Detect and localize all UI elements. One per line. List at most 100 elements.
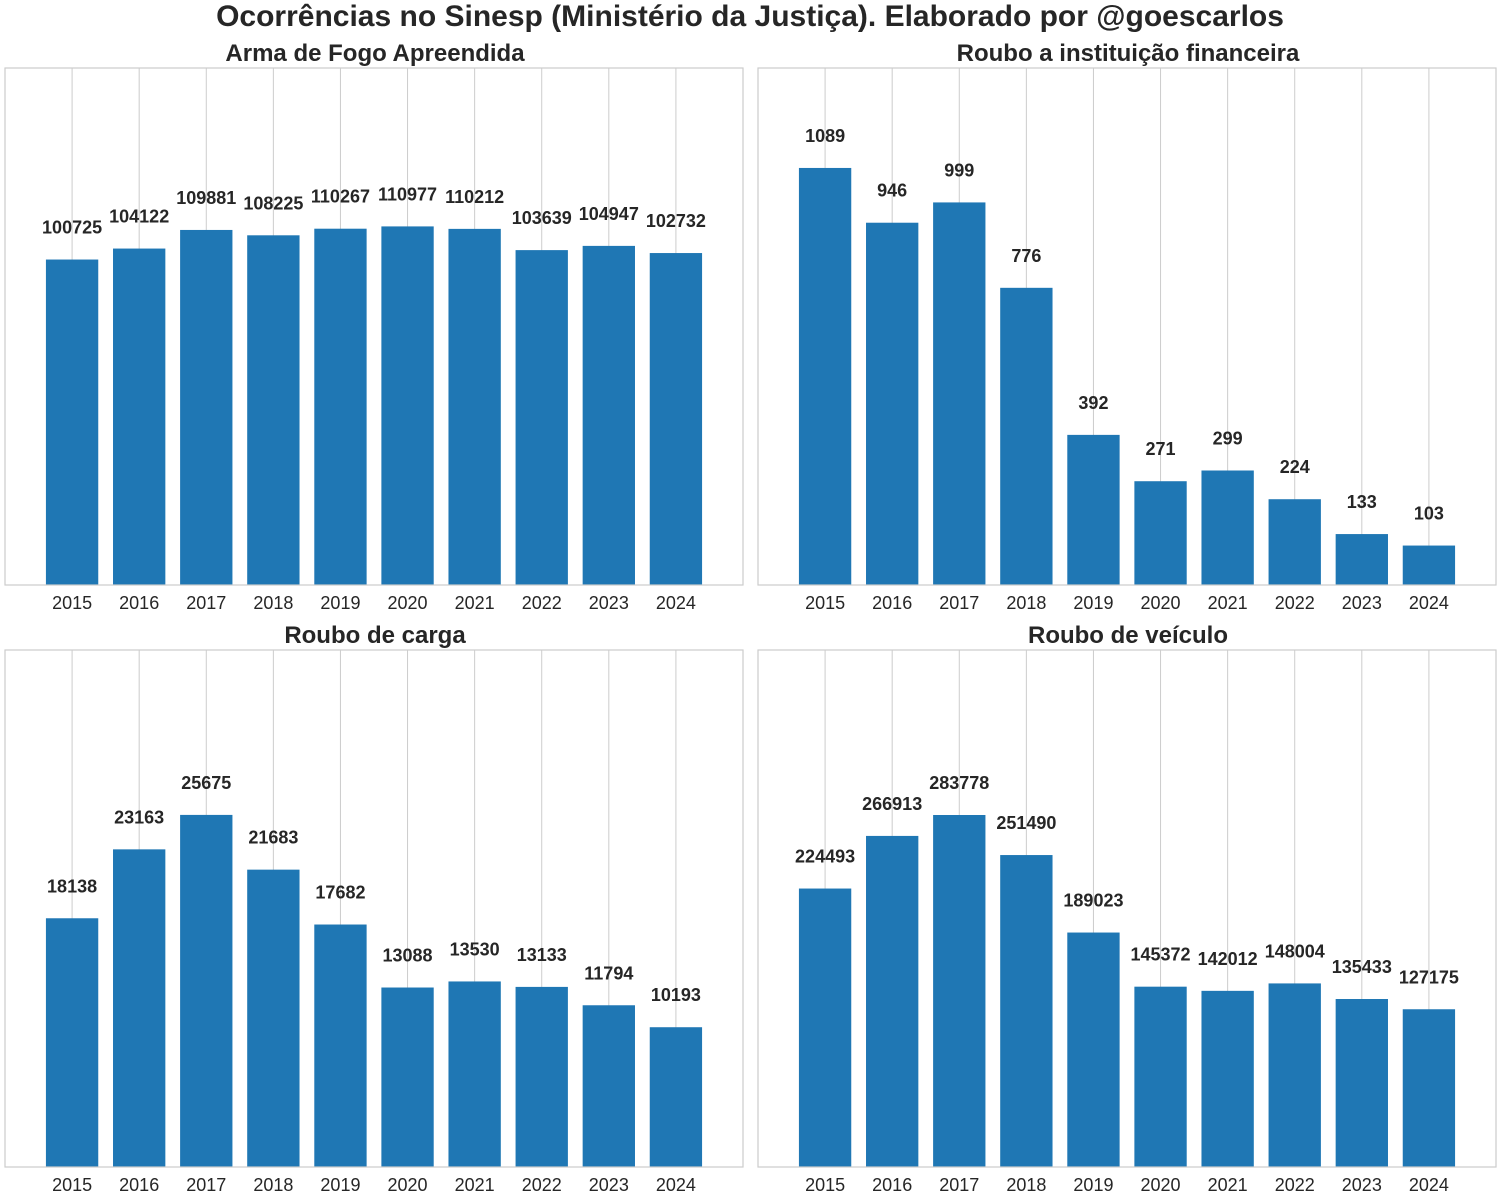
bar-2019 (314, 228, 367, 585)
x-tick-label: 2016 (872, 1175, 912, 1195)
x-tick-label: 2015 (52, 1175, 92, 1195)
data-label: 135433 (1332, 957, 1392, 977)
axes-frame (4, 649, 744, 1168)
x-tick-label: 2019 (320, 593, 360, 613)
bar-2016 (866, 835, 919, 1167)
x-tick-label: 2016 (119, 1175, 159, 1195)
bar-2015 (798, 167, 852, 585)
bar-2022 (1268, 499, 1321, 585)
bars (798, 815, 1456, 1167)
bar-2018 (1000, 287, 1053, 585)
bar-2023 (1335, 999, 1388, 1167)
data-label: 103 (1414, 504, 1444, 524)
data-label: 110212 (445, 187, 504, 207)
x-tick-labels: 2015 2016 2017 2018 2019 2020 2021 2022 2023 2024 (805, 1175, 1449, 1195)
x-tick-label: 2017 (186, 1175, 226, 1195)
data-label: 999 (944, 160, 974, 180)
x-tick-label: 2022 (522, 593, 562, 613)
x-tick-label: 2023 (1342, 593, 1382, 613)
data-label: 127175 (1399, 967, 1459, 987)
axes-frame (4, 67, 744, 586)
data-label: 13088 (383, 946, 433, 966)
chart-title: Roubo de carga (284, 622, 466, 649)
data-label: 283778 (929, 773, 989, 793)
x-tick-label: 2016 (872, 593, 912, 613)
bars (45, 814, 703, 1167)
data-label: 10193 (651, 985, 701, 1005)
figure-title: Ocorrências no Sinesp (Ministério da Jus… (216, 0, 1284, 33)
x-tick-label: 2017 (186, 593, 226, 613)
bar-2024 (649, 1027, 703, 1167)
x-tick-label: 2018 (1006, 593, 1046, 613)
bars (798, 167, 1456, 586)
x-tick-label: 2018 (253, 593, 293, 613)
bar-2018 (1000, 855, 1053, 1167)
x-tick-label: 2019 (1073, 1175, 1113, 1195)
chart-title: Roubo a instituição financeira (956, 40, 1300, 67)
bar-2020 (1134, 481, 1187, 585)
data-label: 110977 (378, 184, 437, 204)
bar-2023 (582, 245, 635, 585)
x-tick-label: 2016 (119, 593, 159, 613)
data-label: 18138 (47, 876, 97, 896)
x-tick-label: 2020 (388, 1175, 428, 1195)
chart-panel-arma-de-fogo: Arma de Fogo Apreendida 100725 104122 1098… (0, 40, 750, 613)
data-label: 25675 (181, 773, 231, 793)
data-label: 776 (1011, 246, 1041, 266)
bar-2015 (45, 259, 99, 585)
data-label: 271 (1146, 439, 1176, 459)
x-tick-label: 2020 (388, 593, 428, 613)
x-tick-label: 2023 (1342, 1175, 1382, 1195)
bar-2016 (113, 248, 166, 585)
x-tick-label: 2022 (1275, 1175, 1315, 1195)
bar-2016 (866, 222, 919, 585)
bar-chart-svg: 224493 266913 283778 251490 189023 145372 1420… (757, 649, 1497, 1195)
data-label: 100725 (42, 218, 102, 238)
data-label: 392 (1078, 393, 1108, 413)
data-label: 148004 (1265, 941, 1325, 961)
data-label: 1089 (805, 126, 845, 146)
data-label: 11794 (584, 963, 633, 983)
bar-2022 (1268, 983, 1321, 1167)
x-tick-label: 2015 (805, 1175, 845, 1195)
x-tick-label: 2023 (589, 593, 629, 613)
x-tick-label: 2022 (1275, 593, 1315, 613)
x-tick-label: 2021 (455, 593, 495, 613)
x-tick-label: 2024 (656, 1175, 696, 1195)
bar-2021 (448, 228, 501, 585)
bar-2024 (649, 253, 703, 585)
chart-title: Roubo de veículo (1027, 622, 1228, 649)
x-tick-labels: 2015 2016 2017 2018 2019 2020 2021 2022 2023 2024 (52, 1175, 696, 1195)
bar-chart-svg: 18138 23163 25675 21683 17682 13088 13530 13133… (4, 649, 744, 1195)
x-tick-label: 2018 (1006, 1175, 1046, 1195)
x-tick-label: 2015 (805, 593, 845, 613)
x-tick-label: 2017 (939, 1175, 979, 1195)
x-tick-label: 2020 (1141, 593, 1181, 613)
data-labels: 1089 946 999 776 392 271 299 224 133 103 (805, 126, 1444, 524)
x-tick-label: 2024 (1409, 1175, 1449, 1195)
x-tick-label: 2021 (1208, 1175, 1248, 1195)
data-label: 17682 (315, 883, 365, 903)
x-tick-label: 2021 (1208, 593, 1248, 613)
data-label: 13530 (450, 939, 500, 959)
x-tick-label: 2018 (253, 1175, 293, 1195)
x-tick-label: 2022 (522, 1175, 562, 1195)
x-tick-label: 2023 (589, 1175, 629, 1195)
bar-2020 (381, 226, 434, 585)
bars (45, 226, 703, 585)
bar-2024 (1402, 1009, 1456, 1167)
data-label: 102732 (646, 211, 706, 231)
bar-2015 (45, 918, 99, 1167)
x-tick-label: 2024 (656, 593, 696, 613)
bar-2019 (1067, 932, 1120, 1167)
bar-2021 (1201, 990, 1254, 1167)
x-tick-labels: 2015 2016 2017 2018 2019 2020 2021 2022 2023 2024 (805, 593, 1449, 613)
bar-2018 (247, 869, 300, 1167)
bar-2023 (582, 1005, 635, 1167)
chart-title: Arma de Fogo Apreendida (225, 40, 525, 67)
x-tick-label: 2019 (1073, 593, 1113, 613)
bar-2017 (180, 814, 233, 1167)
bar-2019 (314, 924, 367, 1167)
data-label: 104122 (109, 207, 169, 227)
bar-2016 (113, 849, 166, 1167)
